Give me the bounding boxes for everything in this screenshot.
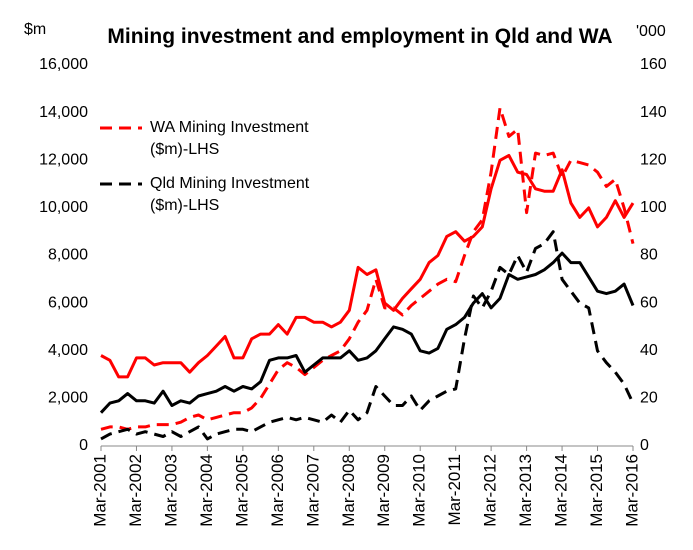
y2-axis-label: '000 — [636, 23, 666, 40]
y-tick-label: 14,000 — [39, 104, 88, 121]
x-tick-label: Mar-2005 — [232, 454, 251, 527]
series-line — [100, 106, 635, 431]
y-tick-label: 2,000 — [48, 390, 88, 407]
y-tick-label: 12,000 — [39, 151, 88, 168]
y-tick-label: 10,000 — [39, 199, 88, 216]
y-tick-label: 6,000 — [48, 294, 88, 311]
x-tick-label: Mar-2012 — [481, 454, 500, 527]
legend-label: Qld Mining Investment ($m)-LHS — [150, 175, 310, 214]
y2-tick-label: 80 — [640, 247, 658, 264]
x-tick-label: Mar-2002 — [126, 454, 145, 527]
x-tick-label: Mar-2009 — [374, 454, 393, 527]
y-tick-label: 16,000 — [39, 56, 88, 73]
y2-tick-label: 100 — [640, 199, 667, 216]
y2-tick-label: 140 — [640, 104, 667, 121]
x-tick-label: Mar-2003 — [161, 454, 180, 527]
x-tick-label: Mar-2001 — [90, 454, 109, 527]
x-tick-label: Mar-2011 — [445, 454, 464, 526]
x-tick-label: Mar-2004 — [197, 454, 216, 527]
y2-tick-label: 160 — [640, 56, 667, 73]
y2-tick-label: 60 — [640, 294, 658, 311]
series-line — [99, 251, 635, 414]
x-tick-label: Mar-2007 — [303, 454, 322, 527]
x-tick-label: Mar-2008 — [339, 454, 358, 527]
y-tick-label: 4,000 — [48, 342, 88, 359]
x-tick-label: Mar-2014 — [552, 454, 571, 527]
y-tick-label: 0 — [79, 437, 88, 454]
y2-tick-label: 0 — [640, 437, 649, 454]
y-tick-label: 8,000 — [48, 247, 88, 264]
y2-tick-label: 120 — [640, 151, 667, 168]
x-tick-label: Mar-2006 — [268, 454, 287, 527]
y2-tick-label: 20 — [640, 390, 658, 407]
x-tick-label: Mar-2010 — [410, 454, 429, 527]
series-line — [100, 230, 635, 441]
chart-title: Mining investment and employment in Qld … — [107, 25, 613, 48]
y2-tick-label: 40 — [640, 342, 658, 359]
series-line — [100, 154, 635, 379]
x-tick-label: Mar-2013 — [516, 454, 535, 527]
y-axis-label: $m — [24, 21, 46, 38]
x-tick-label: Mar-2015 — [587, 454, 606, 527]
legend-label: WA Mining Investment ($m)-LHS — [150, 119, 309, 158]
x-tick-label: Mar-2016 — [622, 454, 641, 527]
